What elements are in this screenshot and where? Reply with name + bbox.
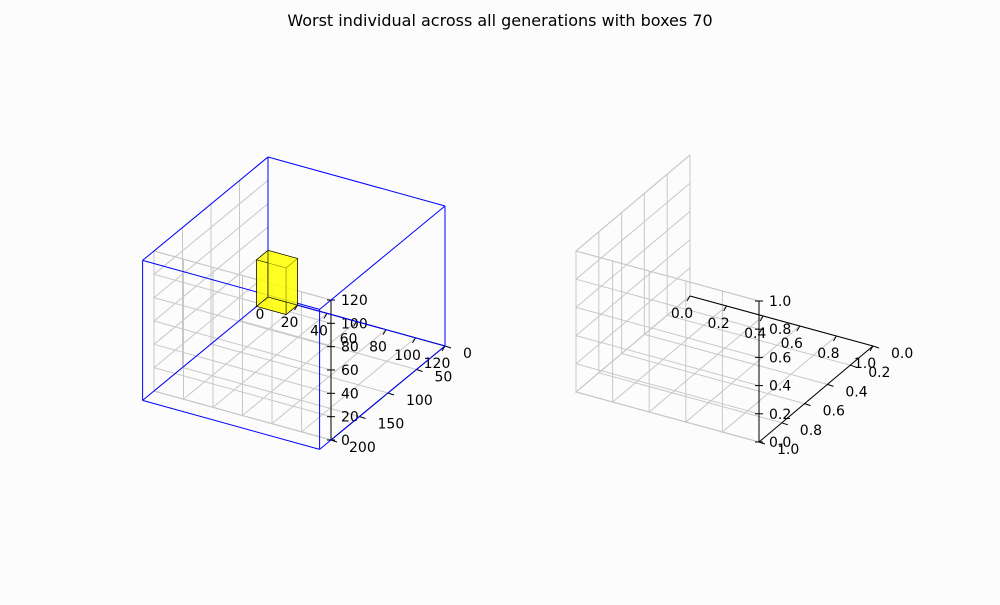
right-y-tick-label: 0.4 — [845, 384, 867, 400]
left-z-tick-label: 120 — [341, 293, 368, 309]
left-x-tick-label: 100 — [394, 348, 421, 364]
right-y-tick-label: 0.2 — [868, 365, 890, 381]
left-x-tick-label: 80 — [369, 340, 387, 356]
right-x-tick-label: 0.6 — [781, 336, 803, 352]
left-x-tick — [382, 329, 387, 335]
right-y-tick — [827, 383, 834, 387]
right-x-tick — [723, 305, 728, 312]
left-y-tick — [416, 369, 423, 372]
right-3d-plot: 0.00.20.40.60.81.00.00.20.40.60.81.00.00… — [574, 154, 913, 458]
left-y-tick — [444, 345, 452, 349]
right-x-tick-label: 0.2 — [707, 316, 729, 332]
left-z-tick-label: 60 — [341, 363, 359, 379]
left-x-tick — [294, 304, 298, 311]
left-z-tick-label: 0 — [341, 433, 350, 449]
container-edge — [142, 399, 320, 450]
right-y-tick-label: 0.8 — [800, 423, 822, 439]
left-y-tick-label: 150 — [378, 417, 405, 433]
left-3d-plot: 0204060801001200501001502000204060801001… — [142, 156, 472, 456]
left-z-tick-label: 100 — [341, 316, 368, 332]
container-edge — [142, 296, 269, 401]
figure-title: Worst individual across all generations … — [287, 11, 712, 30]
right-z-gridline — [574, 154, 760, 302]
right-y-tick — [781, 422, 788, 426]
right-y-tick-label: 1.0 — [777, 442, 799, 458]
left-y-tick-label: 200 — [349, 440, 376, 456]
left-y-tick-label: 0 — [463, 346, 472, 362]
right-z-tick-label: 0.2 — [769, 407, 791, 423]
right-z-tick-label: 0.6 — [769, 350, 791, 366]
left-y-tick-label: 100 — [406, 393, 433, 409]
left-y-tick-label: 50 — [435, 370, 453, 386]
right-y-tick-label: 0.6 — [823, 404, 845, 420]
container-edge — [267, 156, 446, 207]
left-x-tick-label: 40 — [310, 323, 328, 339]
left-x-tick — [323, 313, 328, 319]
left-z-tick-label: 80 — [341, 340, 359, 356]
right-z-gridline — [574, 182, 760, 330]
left-z-tick-label: 20 — [341, 410, 359, 426]
left-z-tick-label: 40 — [341, 386, 359, 402]
container-edge — [319, 345, 446, 450]
left-x-tick — [353, 321, 357, 327]
right-z-gridline — [574, 211, 760, 358]
right-x-axis-line — [689, 295, 874, 347]
right-z-tick-label: 0.0 — [769, 435, 791, 451]
right-y-gridline — [643, 193, 828, 385]
right-y-tick-label: 0.0 — [891, 346, 913, 362]
right-x-tick-label: 1.0 — [854, 356, 876, 372]
right-x-tick — [759, 315, 764, 322]
right-z-gridline — [574, 295, 760, 443]
right-x-tick-label: 0.4 — [744, 326, 766, 342]
right-z-tick-label: 1.0 — [769, 294, 791, 310]
left-z-gridline — [152, 273, 332, 418]
left-x-tick-label: 120 — [424, 356, 451, 372]
right-x-tick — [686, 295, 691, 302]
left-z-gridline — [152, 226, 332, 371]
left-y-tick — [387, 392, 395, 396]
right-x-tick — [796, 325, 801, 332]
right-x-tick — [869, 345, 874, 352]
right-y-tick — [804, 403, 811, 407]
right-x-tick-label: 0.0 — [671, 306, 693, 322]
left-y-tick — [359, 416, 366, 419]
left-x-tick-label: 60 — [340, 332, 358, 348]
right-y-tick — [850, 364, 857, 368]
left-x-tick-label: 0 — [256, 307, 265, 323]
packed-box-0-face — [267, 249, 298, 306]
left-x-tick — [412, 337, 416, 344]
right-y-tick — [872, 345, 880, 349]
left-x-tick-label: 20 — [281, 315, 299, 331]
left-z-gridline — [152, 203, 332, 348]
container-edge — [142, 156, 269, 261]
right-z-tick-label: 0.8 — [769, 322, 791, 338]
right-y-axis-line — [758, 345, 874, 443]
right-x-tick-label: 0.8 — [817, 346, 839, 362]
left-z-gridline — [152, 249, 332, 394]
container-edge — [319, 205, 446, 310]
right-x-tick — [832, 335, 837, 342]
right-z-tick-label: 0.4 — [769, 379, 791, 395]
